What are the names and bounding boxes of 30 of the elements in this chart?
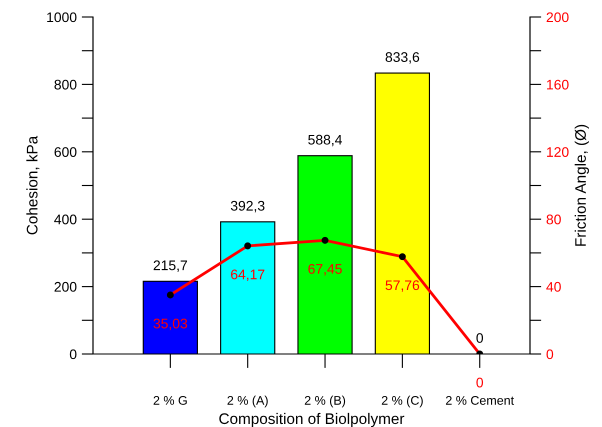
data-label: 833,6 bbox=[386, 52, 420, 64]
data-label: 0 bbox=[476, 333, 484, 343]
data-label: 64,17 bbox=[231, 270, 264, 281]
data-label: 57,76 bbox=[386, 280, 420, 292]
y-tick-label: 200 bbox=[54, 282, 76, 292]
data-label: 392,3 bbox=[230, 200, 264, 212]
y-axis-title: Cohesion, kPa bbox=[26, 136, 40, 234]
data-label: 215,7 bbox=[154, 260, 188, 272]
data-label: 35,03 bbox=[154, 318, 188, 330]
data-label: 0 bbox=[476, 378, 484, 388]
y2-tick-label: 80 bbox=[546, 214, 561, 224]
y2-tick-label: 40 bbox=[546, 282, 561, 292]
y-tick-label: 400 bbox=[54, 214, 76, 224]
y-tick-label: 1000 bbox=[47, 12, 76, 22]
y2-tick-label: 200 bbox=[546, 12, 569, 22]
x-tick-label: 2 % (B) bbox=[304, 396, 346, 408]
y2-tick-label: 120 bbox=[547, 147, 569, 157]
data-label: 67,45 bbox=[308, 264, 342, 276]
y-tick-label: 0 bbox=[70, 349, 76, 360]
y-tick-label: 800 bbox=[54, 80, 76, 90]
x-tick-label: 2 % (A) bbox=[227, 396, 268, 408]
x-tick-label: 2 % Cement bbox=[446, 396, 514, 405]
y2-tick-label: 160 bbox=[547, 80, 569, 90]
y2-tick-label: 0 bbox=[546, 349, 554, 360]
y2-axis-title: Friction Angle, (Ø) bbox=[574, 124, 589, 246]
data-label: 588,4 bbox=[308, 134, 342, 146]
x-tick-label: 2 % (C) bbox=[382, 396, 423, 408]
y-tick-label: 600 bbox=[54, 147, 76, 157]
x-tick-label: 2 % G bbox=[154, 396, 187, 405]
x-axis-title: Composition of Biolpolymer bbox=[219, 412, 404, 427]
